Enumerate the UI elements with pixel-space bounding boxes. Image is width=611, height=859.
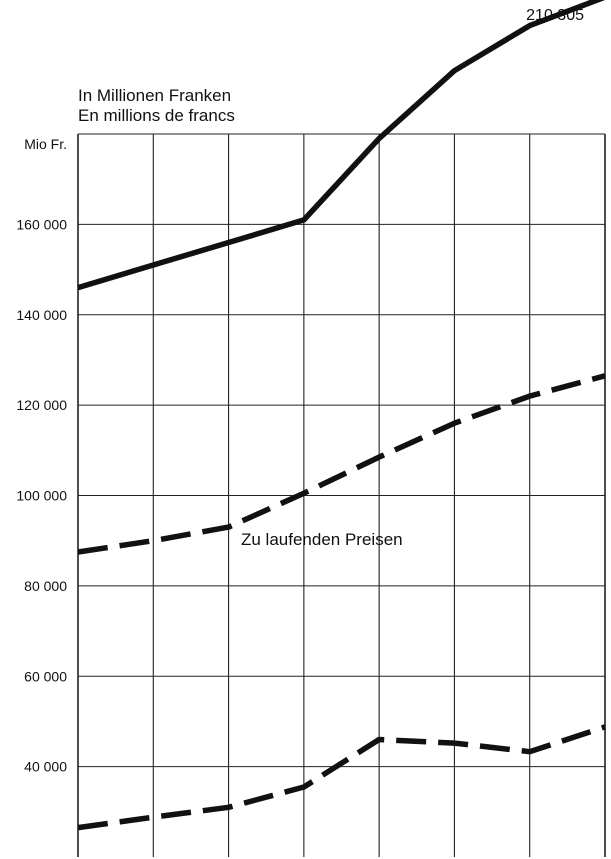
y-tick-label: 40 000 — [24, 759, 67, 775]
y-tick-label: 140 000 — [16, 307, 67, 323]
y-axis-label: Mio Fr. — [24, 136, 67, 152]
y-tick-label: 60 000 — [24, 668, 67, 684]
y-tick-label: 120 000 — [16, 397, 67, 413]
series-layer — [77, 0, 606, 831]
y-tick-label: 100 000 — [16, 488, 67, 504]
series-line-1 — [77, 0, 606, 291]
y-tick-label: 160 000 — [16, 216, 67, 232]
y-tick-label: 80 000 — [24, 578, 67, 594]
end-value-label: 210 305 — [526, 7, 584, 24]
y-axis-ticks: 40 000 60 000 80 000 100 000 120 000 140 000 1… — [16, 216, 67, 774]
chart-title-french: En millions de francs — [78, 106, 235, 125]
series-label-current-prices: Zu laufenden Preisen — [241, 530, 403, 549]
grid — [77, 133, 606, 857]
series-line-3 — [77, 724, 606, 831]
series-line-2 — [77, 373, 606, 555]
chart-title-german: In Millionen Franken — [78, 86, 231, 105]
